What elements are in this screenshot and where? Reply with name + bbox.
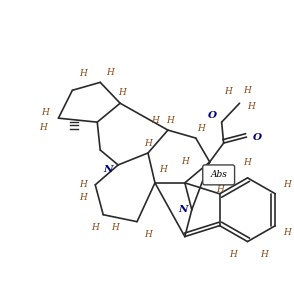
Text: H: H	[91, 223, 99, 232]
Text: N: N	[103, 166, 113, 174]
Text: H: H	[283, 228, 291, 237]
FancyBboxPatch shape	[203, 165, 235, 185]
Text: H: H	[260, 250, 268, 259]
Text: H: H	[181, 158, 189, 166]
Text: H: H	[217, 166, 225, 174]
Text: H: H	[41, 108, 49, 117]
Text: H: H	[111, 223, 119, 232]
Text: H: H	[79, 180, 87, 189]
Text: H: H	[229, 250, 237, 259]
Text: H: H	[159, 166, 167, 174]
Text: H: H	[224, 87, 232, 96]
Text: O: O	[208, 111, 217, 120]
Text: H: H	[216, 185, 224, 194]
Text: H: H	[144, 139, 152, 147]
Text: N: N	[178, 205, 188, 214]
Text: H: H	[283, 180, 291, 189]
Text: H: H	[118, 88, 126, 97]
Text: Abs: Abs	[210, 170, 227, 179]
Text: H: H	[106, 68, 114, 77]
Text: H: H	[40, 123, 47, 132]
Text: H: H	[79, 69, 87, 78]
Text: H: H	[166, 116, 174, 125]
Text: H: H	[244, 86, 251, 95]
Text: H: H	[151, 116, 159, 125]
Text: H: H	[244, 159, 251, 167]
Text: H: H	[197, 124, 205, 132]
Text: H: H	[79, 193, 87, 202]
Text: H: H	[248, 102, 255, 111]
Text: O: O	[253, 132, 262, 142]
Text: H: H	[144, 230, 152, 239]
